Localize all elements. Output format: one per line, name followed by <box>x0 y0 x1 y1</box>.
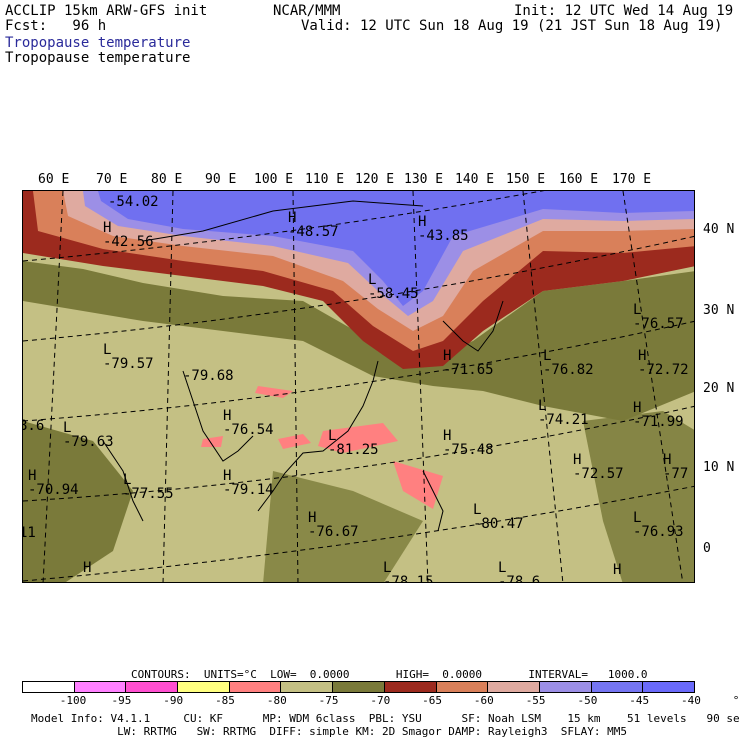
colorbar-swatch <box>488 682 540 692</box>
colorbar-tick: -55 <box>525 694 546 707</box>
longitude-label: 100 E <box>254 172 294 187</box>
longitude-label: 80 E <box>151 172 183 187</box>
extremum-label: L -74.21 <box>538 398 589 428</box>
extremum-label: H -77 <box>663 452 689 482</box>
extremum-label: L -76.93 <box>633 510 684 540</box>
latitude-label: 30 N <box>703 303 735 318</box>
extremum-label: H -43.85 <box>418 214 469 244</box>
extremum-label: L -76.57 <box>633 302 684 332</box>
latitude-label: 20 N <box>703 381 735 396</box>
colorbar-swatch <box>229 682 282 692</box>
colorbar-tick: -80 <box>266 694 287 707</box>
colorbar-swatch <box>74 682 127 692</box>
map-fill <box>23 191 694 582</box>
extremum-label: L -77.55 <box>123 472 174 502</box>
longitude-label: 170 E <box>612 172 652 187</box>
colorbar-tick: -60 <box>473 694 494 707</box>
extremum-label: H -72.72 <box>638 348 689 378</box>
extremum-label: -79.68 <box>183 368 234 384</box>
colorbar-swatch <box>126 682 179 692</box>
colorbar-tick: -70 <box>370 694 391 707</box>
extremum-label: H -72.57 <box>573 452 624 482</box>
extremum-label: L -80.47 <box>473 502 524 532</box>
longitude-label: 140 E <box>455 172 495 187</box>
longitude-label: 120 E <box>355 172 395 187</box>
extremum-label: H -42.56 <box>103 220 154 250</box>
colorbar-swatch <box>23 682 75 692</box>
extremum-label: H -48.57 <box>288 210 339 240</box>
extremum-label: L -81.25 <box>328 428 379 458</box>
colorbar-tick: -40 <box>681 694 701 707</box>
colorbar <box>22 681 695 693</box>
colorbar-tick: -85 <box>215 694 235 707</box>
colorbar-tick: -95 <box>111 694 132 707</box>
latitude-label: 0 <box>703 541 711 556</box>
colorbar-tick: -75 <box>318 694 339 707</box>
extremum-label: L -58.45 <box>368 272 419 302</box>
colorbar-swatch <box>333 682 385 692</box>
colorbar-tick: °C <box>732 694 740 707</box>
center-name: NCAR/MMM <box>273 3 341 19</box>
model-title: ACCLIP 15km ARW-GFS init <box>5 3 208 19</box>
extremum-label: L -79.63 <box>63 420 114 450</box>
extremum-label: 11 <box>23 525 36 541</box>
extremum-label: -54.02 <box>108 194 159 210</box>
extremum-label: L -78.15 <box>383 560 434 583</box>
colorbar-tick: -100 <box>59 694 87 707</box>
extremum-label: H <box>613 562 622 578</box>
colorbar-swatch <box>436 682 489 692</box>
forecast-hour: Fcst: 96 h <box>5 18 107 34</box>
extremum-label: H -71.65 <box>443 348 494 378</box>
extremum-label: H -76.67 <box>308 510 359 540</box>
colorbar-tick: -50 <box>577 694 598 707</box>
colorbar-swatch <box>281 682 334 692</box>
extremum-label: H -71.99 <box>633 400 684 430</box>
colorbar-swatch <box>384 682 437 692</box>
colorbar-swatch <box>539 682 592 692</box>
longitude-label: 150 E <box>506 172 546 187</box>
latitude-label: 10 N <box>703 460 735 475</box>
model-info-line2: LW: RRTMG SW: RRTMG DIFF: simple KM: 2D … <box>31 725 628 738</box>
init-time: Init: 12 UTC Wed 14 Aug 19 <box>514 3 734 19</box>
colorbar-swatch <box>643 682 694 692</box>
contours-info: CONTOURS: UNITS=°C LOW= 0.0000 HIGH= 0.0… <box>131 668 648 681</box>
longitude-label: 130 E <box>404 172 444 187</box>
longitude-label: 60 E <box>38 172 70 187</box>
longitude-label: 90 E <box>205 172 237 187</box>
colorbar-swatch <box>591 682 644 692</box>
longitude-label: 160 E <box>559 172 599 187</box>
extremum-label: H -79.14 <box>223 468 274 498</box>
field-title-plain: Tropopause temperature <box>5 50 191 66</box>
model-info-line1: Model Info: V4.1.1 CU: KF MP: WDM 6class… <box>31 712 740 725</box>
field-title-colored: Tropopause temperature <box>5 35 191 51</box>
colorbar-swatch <box>178 682 230 692</box>
colorbar-tick: -65 <box>422 694 443 707</box>
longitude-label: 110 E <box>305 172 345 187</box>
longitude-label: 70 E <box>96 172 128 187</box>
colorbar-tick: -45 <box>629 694 650 707</box>
extremum-label: 8.6 <box>23 418 45 434</box>
valid-time: Valid: 12 UTC Sun 18 Aug 19 (21 JST Sun … <box>301 18 723 34</box>
extremum-label: H -75.48 <box>443 428 494 458</box>
latitude-label: 40 N <box>703 222 735 237</box>
tropopause-temperature-map: -54.02 H -42.56 H -48.57 H -43.85 L -58.45 L … <box>22 190 695 583</box>
extremum-label: H -70.94 <box>28 468 79 498</box>
extremum-label: H -76.54 <box>223 408 274 438</box>
extremum-label: L -78.6 <box>498 560 541 583</box>
extremum-label: L -76.82 <box>543 348 594 378</box>
colorbar-tick: -90 <box>163 694 184 707</box>
extremum-label: L -79.57 <box>103 342 154 372</box>
extremum-label: H <box>83 560 92 576</box>
